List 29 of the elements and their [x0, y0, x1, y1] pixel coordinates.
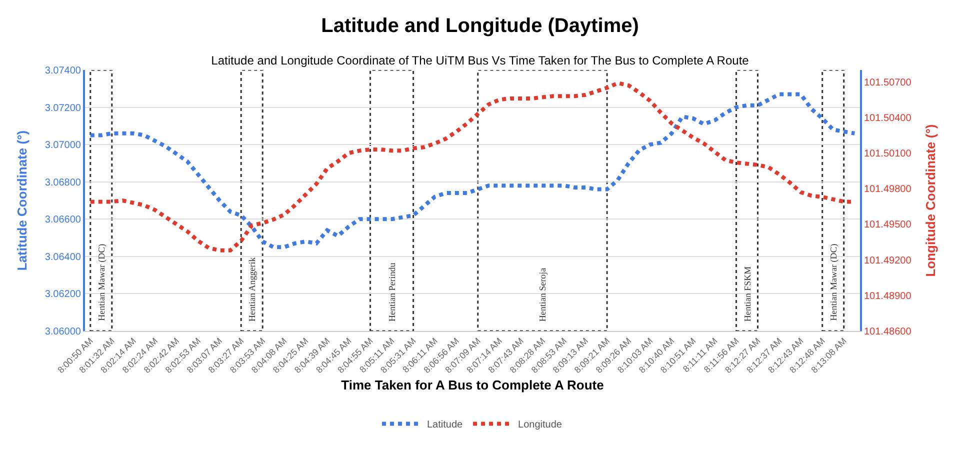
band-label: Hentian Seroja [537, 268, 548, 322]
y2-tick-label: 101.49200 [864, 255, 912, 266]
y-tick-label: 3.07200 [44, 102, 82, 114]
band-label: Hentian FSKM [742, 266, 752, 322]
y2-axis-title: Longitude Coordinate (°) [922, 124, 938, 277]
y2-tick-label: 101.49500 [864, 220, 912, 231]
band-label: Hentian Mawar (DC) [828, 244, 838, 321]
y-tick-label: 3.06400 [44, 252, 82, 263]
y2-tick-label: 101.48900 [864, 290, 912, 302]
legend-label: Latitude [427, 420, 464, 431]
y2-tick-label: 101.50100 [864, 148, 912, 160]
y-axis-title: Latitude Coordinate (°) [14, 130, 30, 271]
y2-tick-label: 101.48600 [864, 326, 912, 338]
y-tick-label: 3.06800 [44, 177, 82, 188]
y-tick-label: 3.06600 [44, 214, 82, 226]
chart-title: Latitude and Longitude (Daytime) [321, 15, 639, 37]
y2-tick-label: 101.50400 [864, 112, 912, 124]
y-tick-label: 3.07400 [44, 66, 82, 76]
chart-subtitle: Latitude and Longitude Coordinate of The UiTM Bus Vs Time Taken for The Bus to Complete A Route [211, 54, 750, 68]
band-label: Hentian Anggerik [247, 256, 258, 322]
y2-tick-label: 101.50700 [864, 77, 912, 88]
y2-tick-label: 101.49800 [864, 184, 912, 196]
y-tick-label: 3.06000 [44, 326, 82, 338]
band-label: Hentian Mawar (DC) [96, 244, 106, 321]
y-tick-label: 3.06200 [44, 289, 82, 300]
x-axis-title: Time Taken for A Bus to Complete A Route [341, 378, 604, 393]
y-tick-label: 3.07000 [44, 140, 82, 152]
legend-label: Longitude [518, 420, 562, 431]
band-label: Hentian Perindu [387, 262, 398, 322]
